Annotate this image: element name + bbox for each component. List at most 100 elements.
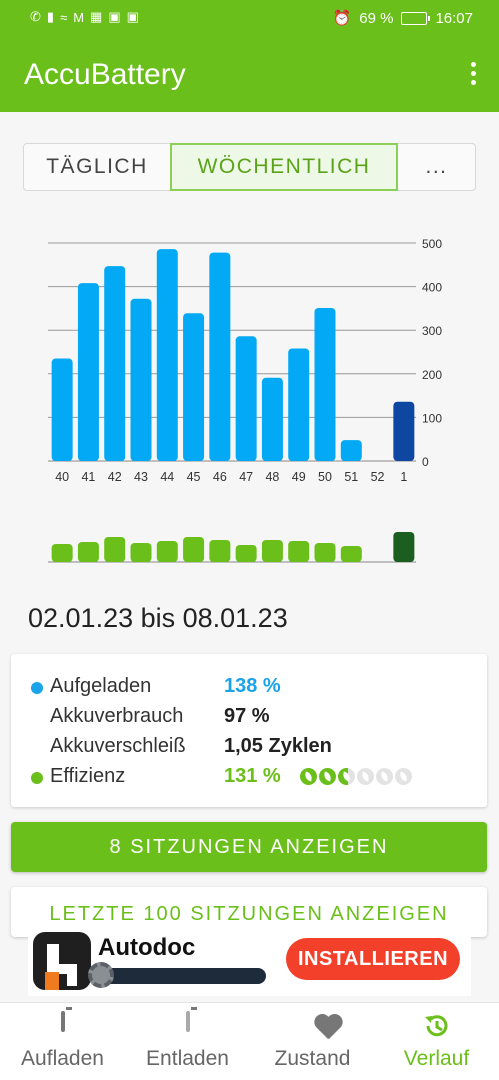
x-tick-label: 41 bbox=[81, 470, 95, 484]
clock: 16:07 bbox=[435, 9, 473, 27]
nav-charging[interactable]: Aufladen bbox=[0, 1003, 125, 1080]
efficiency-bar bbox=[77, 542, 99, 562]
x-tick-label: 43 bbox=[134, 470, 148, 484]
usage-row: Akkuverbrauch 97 % bbox=[11, 705, 487, 733]
chart-bar bbox=[156, 249, 178, 461]
chart-bar bbox=[235, 336, 257, 461]
tab-more[interactable]: ... bbox=[425, 155, 448, 178]
x-tick-label: 51 bbox=[344, 470, 358, 484]
efficiency-row: Effizienz 131 % bbox=[11, 765, 487, 793]
charged-value: 138 % bbox=[224, 675, 281, 697]
battery-charging-icon bbox=[60, 1011, 65, 1032]
efficiency-bar bbox=[156, 541, 178, 562]
ad-progress-bar bbox=[96, 968, 266, 984]
nav-health[interactable]: Zustand bbox=[250, 1003, 375, 1080]
efficiency-bar bbox=[393, 532, 415, 562]
ad-install-button[interactable]: INSTALLIEREN bbox=[286, 938, 460, 980]
wear-label: Akkuverschleiß bbox=[50, 735, 186, 757]
y-tick-label: 100 bbox=[422, 411, 442, 425]
usage-label: Akkuverbrauch bbox=[50, 705, 184, 727]
x-tick-label: 45 bbox=[187, 470, 201, 484]
ad-title: Autodoc bbox=[98, 934, 196, 961]
efficiency-label: Effizienz bbox=[50, 765, 126, 787]
x-tick-label: 49 bbox=[292, 470, 306, 484]
efficiency-leaves bbox=[300, 768, 412, 785]
app-title: AccuBattery bbox=[24, 58, 186, 91]
x-tick-label: 1 bbox=[400, 470, 407, 484]
leaf-icon bbox=[395, 768, 412, 785]
chart-bar bbox=[261, 377, 283, 461]
weekly-usage-chart[interactable]: 500 400 300 200 100 0 40 41 42 43 44 45 46 47 48 49 50 51… bbox=[0, 225, 499, 570]
status-icons-right: ⏰ 69 % 16:07 bbox=[332, 9, 473, 28]
efficiency-bar bbox=[51, 544, 73, 562]
efficiency-bar bbox=[130, 543, 152, 562]
x-tick-label: 40 bbox=[55, 470, 69, 484]
chart-bar bbox=[288, 348, 310, 461]
wifi-icon: ≈ bbox=[60, 9, 68, 25]
autodoc-logo-icon bbox=[33, 932, 91, 990]
efficiency-bar bbox=[261, 540, 283, 562]
battery-percent: 69 % bbox=[359, 9, 394, 27]
efficiency-bar bbox=[314, 543, 336, 562]
nav-discharging[interactable]: Entladen bbox=[125, 1003, 250, 1080]
ad-banner[interactable]: Autodoc INSTALLIEREN bbox=[28, 924, 471, 996]
efficiency-bar bbox=[235, 545, 257, 562]
nav-label: Aufladen bbox=[21, 1047, 104, 1070]
y-tick-label: 200 bbox=[422, 368, 442, 382]
chart-bar bbox=[183, 313, 205, 461]
nav-label: Zustand bbox=[274, 1047, 351, 1070]
gmail-icon: M bbox=[73, 9, 85, 25]
y-tick-label: 300 bbox=[422, 324, 442, 338]
tab-daily[interactable]: TÄGLICH bbox=[46, 155, 148, 178]
wear-row: Akkuverschleiß 1,05 Zyklen bbox=[11, 735, 487, 763]
show-sessions-button[interactable]: 8 SITZUNGEN ANZEIGEN bbox=[11, 822, 487, 872]
battery-discharge-icon bbox=[185, 1011, 190, 1032]
efficiency-dot-icon bbox=[31, 772, 43, 784]
tab-weekly[interactable]: WÖCHENTLICH bbox=[170, 143, 398, 191]
x-tick-label: 50 bbox=[318, 470, 332, 484]
date-range: 02.01.23 bis 08.01.23 bbox=[28, 603, 288, 633]
history-icon bbox=[424, 1015, 447, 1037]
leaf-icon bbox=[300, 768, 317, 785]
a-icon: ▣ bbox=[108, 9, 121, 24]
chart-bar bbox=[314, 307, 336, 461]
status-bar: ✆ ▮ ≈ M ▦ ▣ ▣ ⏰ 69 % 16:07 bbox=[0, 0, 499, 36]
leaf-icon bbox=[357, 768, 374, 785]
charged-label: Aufgeladen bbox=[50, 675, 152, 697]
leaf-icon bbox=[319, 768, 336, 785]
charged-dot-icon bbox=[31, 682, 43, 694]
y-tick-label: 0 bbox=[422, 455, 429, 469]
bottom-nav: Aufladen Entladen Zustand Verlauf bbox=[0, 1002, 499, 1080]
a-icon: ▣ bbox=[126, 9, 139, 24]
alarm-icon: ⏰ bbox=[332, 10, 352, 27]
chart-bar bbox=[104, 266, 126, 461]
x-tick-label: 48 bbox=[265, 470, 279, 484]
x-tick-label: 52 bbox=[371, 470, 385, 484]
chart-bar bbox=[340, 440, 362, 461]
chart-bar bbox=[130, 298, 152, 461]
efficiency-bar bbox=[104, 537, 126, 562]
signal-icon: ▮ bbox=[46, 9, 55, 24]
status-icons-left: ✆ ▮ ≈ M ▦ ▣ ▣ bbox=[30, 9, 139, 25]
more-vert-icon[interactable] bbox=[469, 62, 477, 88]
period-tabs: TÄGLICH WÖCHENTLICH ... bbox=[23, 143, 476, 191]
leaf-icon bbox=[376, 768, 393, 785]
nav-label: Verlauf bbox=[403, 1047, 470, 1070]
chart-bar bbox=[77, 283, 99, 461]
efficiency-bar bbox=[209, 540, 231, 562]
x-tick-label: 47 bbox=[239, 470, 253, 484]
x-tick-label: 46 bbox=[213, 470, 227, 484]
y-tick-label: 400 bbox=[422, 281, 442, 295]
app-bar: AccuBattery bbox=[0, 36, 499, 112]
gear-icon bbox=[88, 962, 114, 988]
contact-icon: ▦ bbox=[90, 9, 103, 24]
phone-icon: ✆ bbox=[30, 9, 41, 24]
leaf-icon bbox=[338, 768, 355, 785]
charged-row: Aufgeladen 138 % bbox=[11, 675, 487, 703]
chart-bar bbox=[209, 252, 231, 461]
y-tick-label: 500 bbox=[422, 237, 442, 251]
efficiency-bar bbox=[183, 537, 205, 562]
x-tick-label: 42 bbox=[108, 470, 122, 484]
nav-history[interactable]: Verlauf bbox=[374, 1003, 499, 1080]
wear-value: 1,05 Zyklen bbox=[224, 735, 332, 757]
